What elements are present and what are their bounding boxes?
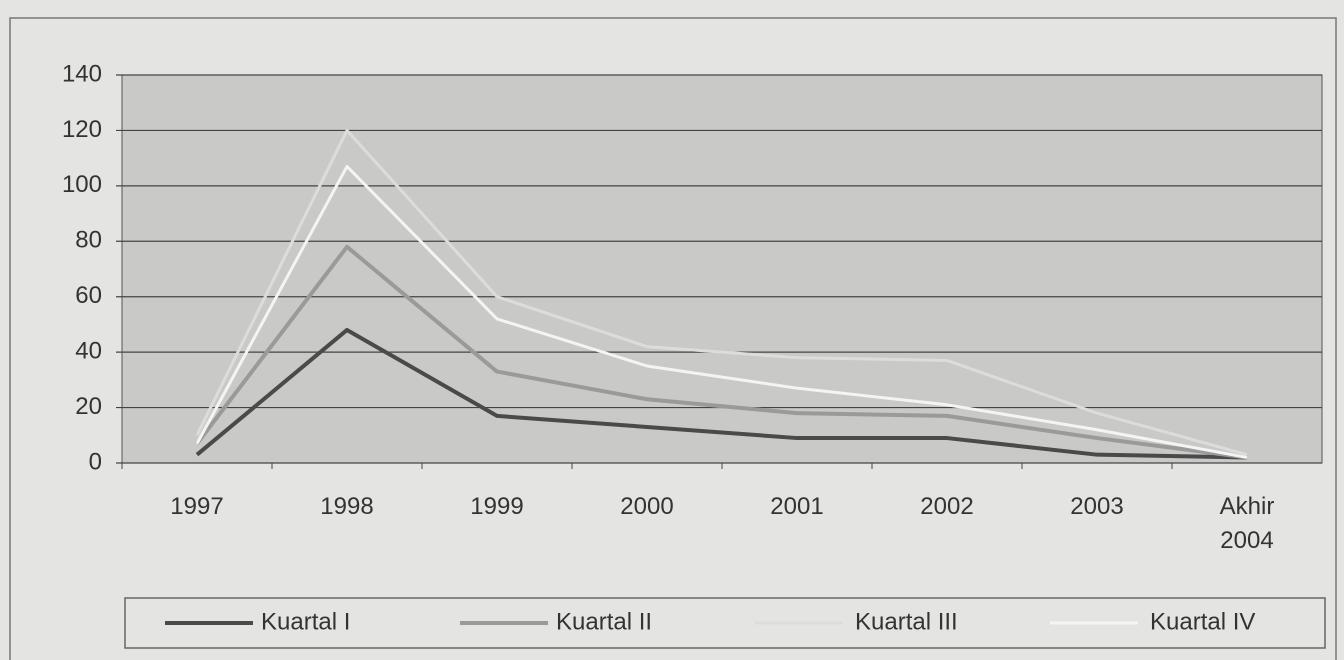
y-tick-label: 0 [89,448,102,475]
legend-label: Kuartal II [556,608,652,635]
legend-label: Kuartal I [261,608,350,635]
x-tick-label: 2000 [620,493,674,520]
legend-box [124,597,1326,649]
chart-frame [9,17,1337,660]
x-tick-label: Akhir 2004 [1219,493,1275,554]
y-tick-label: 20 [75,393,102,420]
series-line [195,164,1248,459]
x-tick-label: 1998 [320,493,374,520]
series-line [195,327,1248,460]
series-line [195,128,1248,457]
x-tick-label: 1997 [170,493,224,520]
y-tick-label: 140 [62,60,102,87]
y-tick-label: 40 [75,337,102,364]
legend-label: Kuartal III [855,608,958,635]
y-tick-label: 60 [75,282,102,309]
x-tick-label: 2001 [770,493,824,520]
x-tick-label: 2003 [1070,493,1124,520]
x-tick-label: 2002 [920,493,974,520]
x-tick-label: 1999 [470,493,524,520]
y-tick-label: 80 [75,227,102,254]
series-line [195,244,1248,460]
legend-label: Kuartal IV [1150,608,1255,635]
y-tick-label: 100 [62,171,102,198]
y-tick-label: 120 [62,116,102,143]
